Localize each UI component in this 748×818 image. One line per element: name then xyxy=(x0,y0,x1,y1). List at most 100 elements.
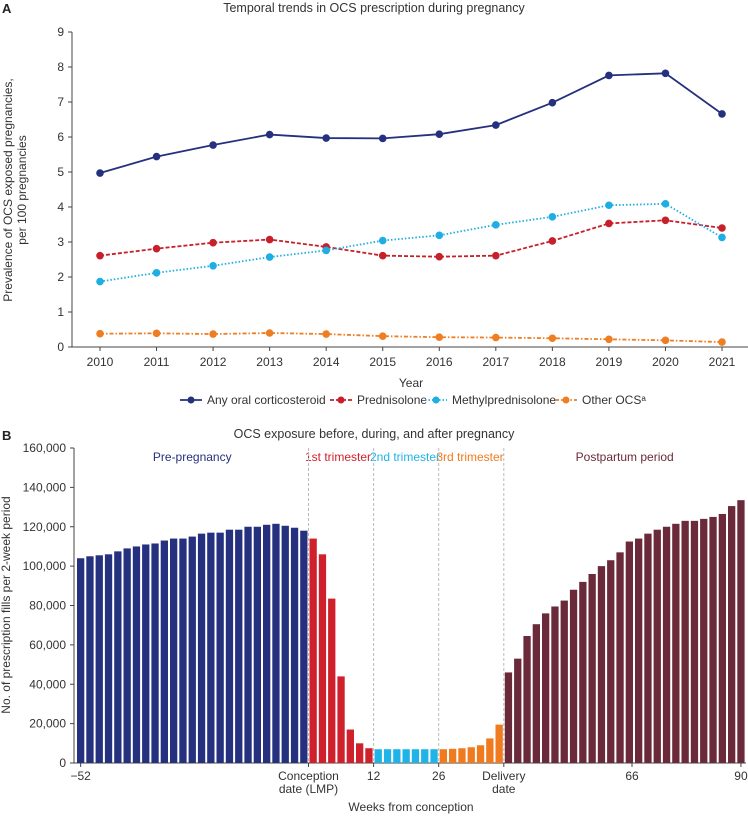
legend-label: Methylprednisolone xyxy=(452,393,556,407)
data-point xyxy=(605,219,613,228)
bar xyxy=(588,574,596,763)
data-point xyxy=(548,334,557,343)
bar xyxy=(197,533,206,763)
y-tick-label: 1 xyxy=(57,305,64,319)
bar xyxy=(383,749,392,763)
x-tick-label: 26 xyxy=(432,769,446,783)
data-point xyxy=(378,251,387,260)
bar xyxy=(95,555,103,763)
bar xyxy=(151,543,159,763)
chart-a-ylabel-line1: Prevalence of OCS exposed pregnancies, xyxy=(1,78,15,301)
data-point xyxy=(265,329,274,337)
x-tick-label: 90 xyxy=(734,769,748,783)
bar xyxy=(318,554,327,763)
legend-label: Prednisolone xyxy=(357,393,427,407)
data-point xyxy=(96,277,104,286)
x-tick-label: 2016 xyxy=(426,355,453,369)
x-tick-label: 2019 xyxy=(596,355,623,369)
bar xyxy=(542,613,550,763)
bar xyxy=(235,529,243,763)
data-point xyxy=(718,233,726,242)
legend-marker xyxy=(432,396,440,404)
data-point xyxy=(492,333,500,342)
data-point xyxy=(322,330,330,338)
x-tick-label: date xyxy=(492,782,516,796)
x-tick-label: date (LMP) xyxy=(279,782,338,796)
bar xyxy=(728,506,736,763)
y-tick-label: 5 xyxy=(57,165,64,179)
bar xyxy=(290,527,299,763)
x-tick-label: 2013 xyxy=(256,355,283,369)
bar xyxy=(374,749,382,763)
bar xyxy=(393,749,401,763)
bar xyxy=(495,724,503,763)
data-point xyxy=(209,262,217,270)
data-point xyxy=(96,169,104,177)
y-tick-label: 60,000 xyxy=(29,638,66,652)
bar xyxy=(104,554,113,763)
data-point xyxy=(209,141,217,149)
bar xyxy=(430,749,438,763)
bar xyxy=(737,500,745,763)
x-tick-label: Delivery xyxy=(482,769,525,783)
chart-b-xlabel: Weeks from conception xyxy=(348,800,473,814)
data-point xyxy=(209,330,217,338)
panel-label-a: A xyxy=(2,1,12,16)
y-tick-label: 0 xyxy=(57,340,64,354)
legend-marker xyxy=(187,396,195,404)
data-point xyxy=(265,235,274,244)
bar xyxy=(216,532,224,763)
y-tick-label: 20,000 xyxy=(29,717,66,731)
data-point xyxy=(605,335,613,344)
chart-b-plot: 0 20,000 40,000 60,000 80,000 100,000 120,000 1… xyxy=(23,441,748,796)
bar xyxy=(272,523,280,763)
x-tick-label: 2018 xyxy=(539,355,566,369)
chart-b-ylabel: No. of prescription fills per 2-week per… xyxy=(0,496,13,713)
x-tick-label: 2014 xyxy=(313,355,340,369)
data-point xyxy=(435,130,444,138)
period-label: 3rd trimester xyxy=(436,450,503,464)
data-point xyxy=(435,333,444,342)
bar xyxy=(244,526,252,763)
data-point xyxy=(661,336,670,345)
y-tick-label: 4 xyxy=(57,200,64,214)
bar xyxy=(77,558,85,763)
bar xyxy=(300,530,308,763)
data-point xyxy=(322,246,330,255)
bar xyxy=(86,556,94,763)
x-tick-label: 2021 xyxy=(709,355,736,369)
bar xyxy=(207,532,215,763)
y-tick-label: 6 xyxy=(57,130,64,144)
bar xyxy=(662,526,671,763)
bar xyxy=(411,749,420,763)
bar xyxy=(402,749,410,763)
x-tick-label: Conception xyxy=(278,769,339,783)
chart-a-plot: 0 1 2 3 4 5 6 7 8 9 2010 2011 2012 2013 2014 2015 2016 20… xyxy=(57,25,748,369)
bar xyxy=(132,546,141,763)
data-point xyxy=(718,338,726,346)
bar xyxy=(672,523,680,763)
bar xyxy=(514,658,522,763)
bar xyxy=(644,533,652,763)
x-tick-label: 2017 xyxy=(482,355,509,369)
bar xyxy=(607,560,615,763)
y-tick-label: 3 xyxy=(57,235,64,249)
bar xyxy=(523,636,531,763)
bar xyxy=(532,624,540,763)
bar xyxy=(616,552,624,763)
bar xyxy=(225,529,234,763)
series-line-2 xyxy=(99,202,723,283)
series-line-0 xyxy=(99,72,723,174)
bar xyxy=(579,581,587,763)
x-tick-label: 66 xyxy=(625,769,639,783)
data-point xyxy=(322,134,330,142)
x-tick-label: 12 xyxy=(367,769,381,783)
x-tick-label: 2012 xyxy=(200,355,227,369)
data-point xyxy=(605,71,613,80)
data-point xyxy=(718,224,726,232)
y-tick-label: 80,000 xyxy=(29,599,66,613)
data-point xyxy=(492,121,500,129)
period-label: Pre-pregnancy xyxy=(153,450,232,464)
period-label: 1st trimester xyxy=(305,450,371,464)
